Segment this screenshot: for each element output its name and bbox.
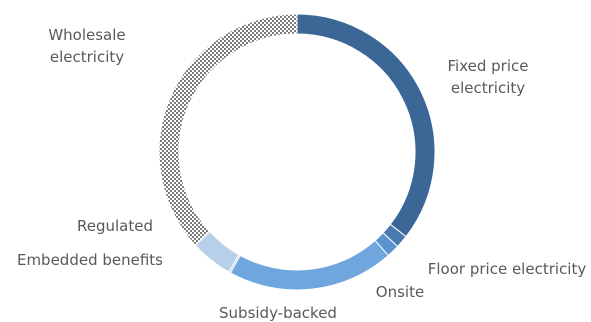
label-regulated: Regulated [77,217,153,235]
label-wholesale-electricity: Wholesale electricity [48,26,125,66]
label-floor-price-electricity: Floor price electricity [428,260,587,278]
slice-fixed-price-electricity [296,13,436,238]
slice-subsidy-backed [229,239,389,291]
labels-layer: Fixed price electricity Floor price electr… [17,26,586,322]
label-fixed-price-electricity: Fixed price electricity [448,57,529,97]
label-subsidy-backed: Subsidy-backed [219,304,337,322]
label-onsite: Onsite [376,283,424,301]
slices-layer [158,13,436,291]
slice-wholesale-electricity [158,13,298,246]
label-embedded-benefits: Embedded benefits [17,251,163,269]
